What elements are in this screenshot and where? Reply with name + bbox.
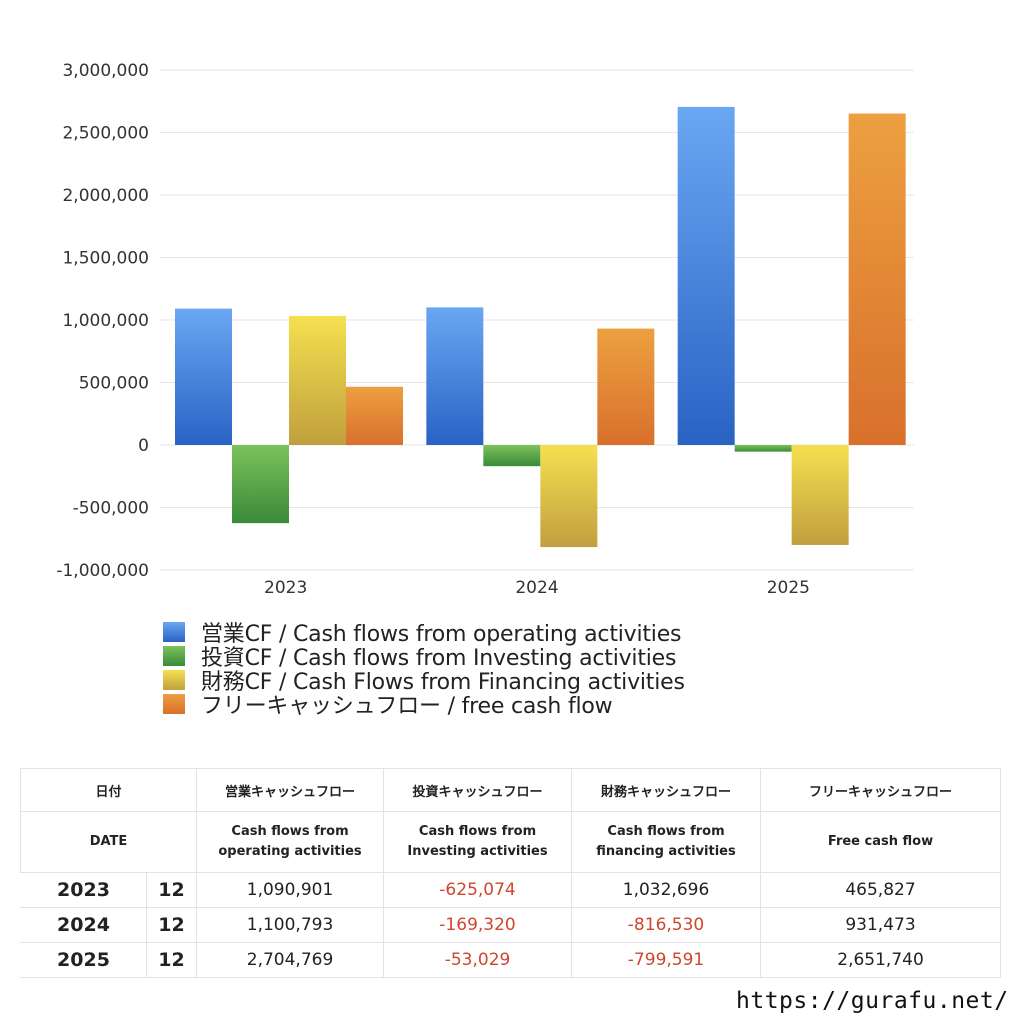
y-tick-label: -1,000,000 [56,561,149,581]
y-tick-label: 2,500,000 [62,124,149,144]
row-financing: -816,530 [571,907,762,943]
legend-swatch-financing [163,670,185,690]
header-operating-jp: 営業キャッシュフロー [196,768,385,812]
header-financing-en-line1: Cash flows from [607,824,725,839]
x-tick-label: 2024 [515,578,558,598]
row-investing: -53,029 [383,942,573,978]
x-tick-label: 2025 [767,578,810,598]
header-operating-en: Cash flows from operating activities [196,811,385,873]
header-investing-jp: 投資キャッシュフロー [383,768,573,812]
bar-investing [232,445,289,524]
header-financing-en-line2: financing activities [596,844,736,859]
bar-investing [483,445,541,467]
header-investing-en: Cash flows from Investing activities [383,811,573,873]
bar-investing [734,445,792,452]
x-axis-ticks: 2023 2024 2025 [264,578,810,598]
chart-legend: 営業CF / Cash flows from operating activit… [163,620,685,719]
bars [175,106,906,548]
table-header-en: DATE Cash flows from operating activitie… [19,811,1002,873]
row-month: 12 [145,872,198,908]
legend-label-investing: 投資CF / Cash flows from Investing activit… [201,646,677,671]
legend-swatch-investing [163,646,185,666]
header-free-en: Free cash flow [760,811,1002,873]
x-tick-label: 2023 [264,578,307,598]
y-tick-label: 3,000,000 [62,61,149,81]
cash-flow-chart: 3,000,000 2,500,000 2,000,000 1,500,000 1,00… [56,61,914,598]
y-tick-label: 0 [138,436,149,456]
table-row: 2023 12 1,090,901 -625,074 1,032,696 465… [20,872,1002,908]
legend-item-financing: 財務CF / Cash Flows from Financing activit… [163,668,685,695]
header-operating-en-line1: Cash flows from [231,824,349,839]
row-free: 465,827 [760,872,1002,908]
header-operating-en-line2: operating activities [218,844,362,859]
bar-operating [175,308,232,445]
row-investing: -625,074 [383,872,573,908]
row-month: 12 [145,907,198,943]
row-year: 2025 [20,942,147,978]
y-tick-label: 1,500,000 [62,249,149,269]
table-header-jp: 日付 営業キャッシュフロー 投資キャッシュフロー 財務キャッシュフロー フリーキ… [19,768,1002,812]
legend-label-operating: 営業CF / Cash flows from operating activit… [201,622,682,647]
row-operating: 2,704,769 [196,942,385,978]
legend-item-investing: 投資CF / Cash flows from Investing activit… [163,644,685,671]
row-investing: -169,320 [383,907,573,943]
row-year: 2024 [20,907,147,943]
row-operating: 1,090,901 [196,872,385,908]
bar-financing [791,445,849,545]
site-url[interactable]: https://gurafu.net/ [736,988,1009,1014]
legend-item-operating: 営業CF / Cash flows from operating activit… [163,620,685,647]
legend-swatch-operating [163,622,185,642]
cash-flow-table: 日付 営業キャッシュフロー 投資キャッシュフロー 財務キャッシュフロー フリーキ… [19,768,1002,978]
legend-label-financing: 財務CF / Cash Flows from Financing activit… [201,670,685,695]
bar-free [346,386,403,445]
legend-label-free: フリーキャッシュフロー / free cash flow [201,694,613,719]
y-tick-label: 1,000,000 [62,311,149,331]
bar-operating [677,106,735,446]
row-free: 931,473 [760,907,1002,943]
legend-swatch-free [163,694,185,714]
bar-financing [540,445,598,548]
header-financing-jp: 財務キャッシュフロー [571,768,762,812]
y-tick-label: -500,000 [73,499,149,519]
row-financing: -799,591 [571,942,762,978]
header-investing-en-line1: Cash flows from [418,824,537,839]
bar-free [848,113,906,445]
row-free: 2,651,740 [760,942,1002,978]
table-row: 2025 12 2,704,769 -53,029 -799,591 2,651… [20,942,1002,978]
y-tick-label: 500,000 [79,374,149,394]
bar-operating [426,307,484,445]
row-month: 12 [145,942,198,978]
y-tick-label: 2,000,000 [62,186,149,206]
header-investing-en-line2: Investing activities [407,844,548,859]
header-date-jp: 日付 [19,768,198,812]
row-operating: 1,100,793 [196,907,385,943]
row-year: 2023 [20,872,147,908]
y-axis-ticks: 3,000,000 2,500,000 2,000,000 1,500,000 1,00… [56,61,149,581]
header-financing-en: Cash flows from financing activities [571,811,762,873]
bar-free [597,328,655,445]
bar-financing [289,315,346,445]
header-free-jp: フリーキャッシュフロー [760,768,1002,812]
table-row: 2024 12 1,100,793 -169,320 -816,530 931,… [20,907,1002,943]
header-date-en: DATE [19,811,198,873]
row-financing: 1,032,696 [571,872,762,908]
legend-item-free: フリーキャッシュフロー / free cash flow [163,692,685,719]
